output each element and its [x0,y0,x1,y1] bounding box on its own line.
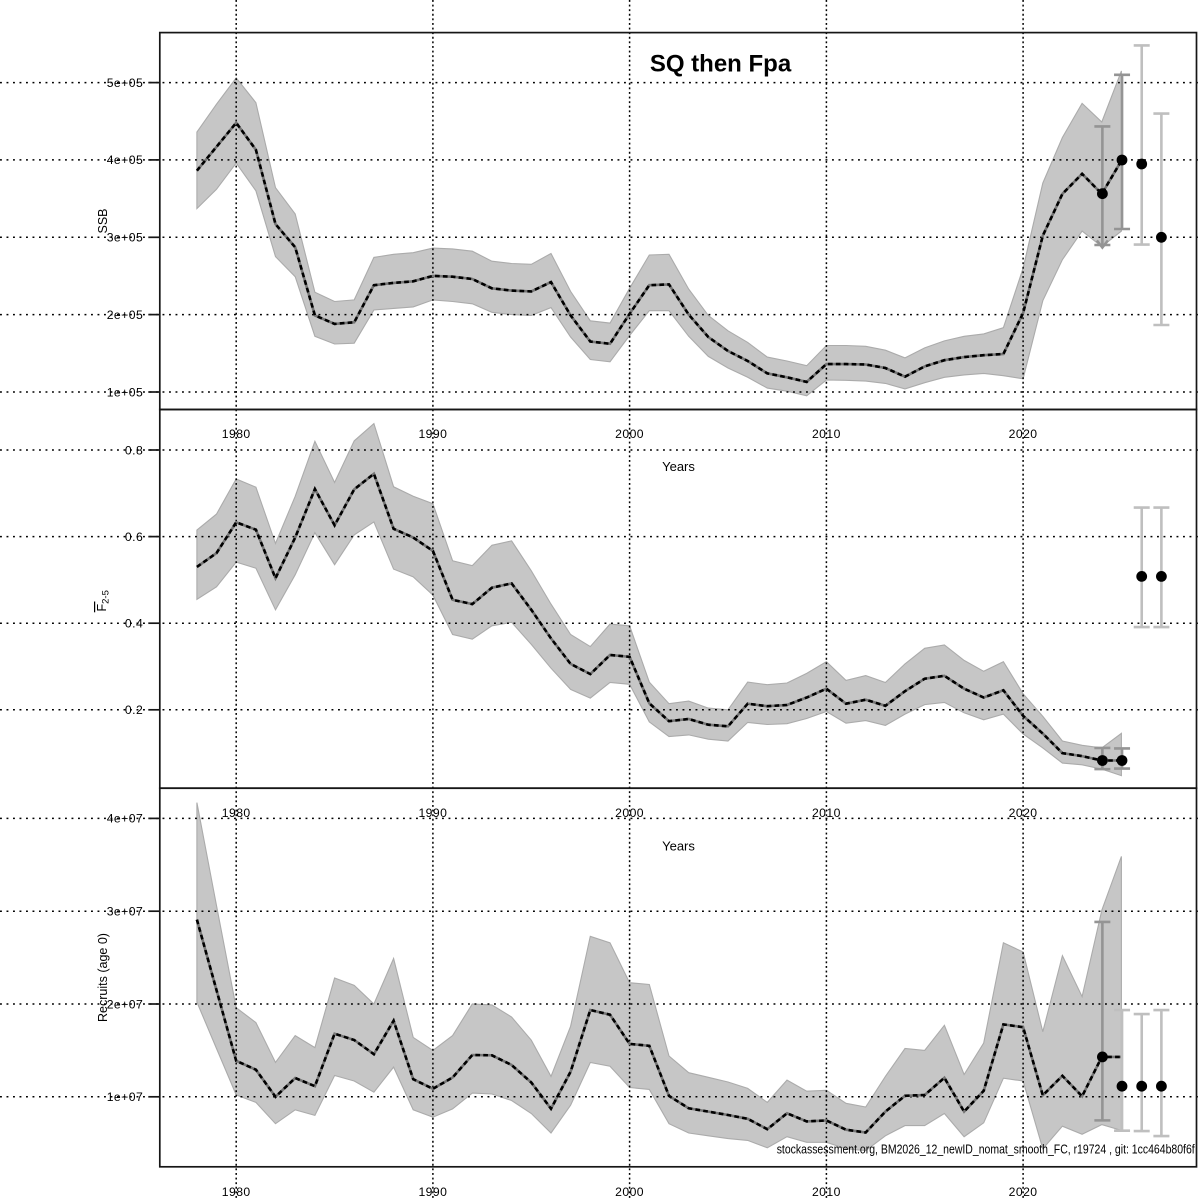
svg-text:2020: 2020 [1009,1185,1038,1199]
svg-text:Years: Years [662,459,695,474]
svg-text:2010: 2010 [812,427,841,441]
svg-text:1e+05: 1e+05 [107,385,143,399]
svg-text:3e+07: 3e+07 [107,905,143,919]
svg-text:Years: Years [662,838,695,853]
svg-text:5e+05: 5e+05 [107,76,143,90]
svg-text:2000: 2000 [615,427,644,441]
svg-text:1990: 1990 [418,806,447,820]
svg-text:2020: 2020 [1009,806,1038,820]
svg-text:1980: 1980 [222,806,251,820]
svg-text:1990: 1990 [418,1185,447,1199]
svg-text:0.2: 0.2 [125,703,143,717]
svg-text:SQ then Fpa: SQ then Fpa [650,51,792,78]
svg-text:3e+05: 3e+05 [107,231,143,245]
svg-text:0.4: 0.4 [125,617,143,631]
svg-text:2010: 2010 [812,1185,841,1199]
svg-text:4e+05: 4e+05 [107,153,143,167]
svg-text:0.8: 0.8 [125,443,143,457]
svg-text:1980: 1980 [222,427,251,441]
svg-text:2000: 2000 [615,1185,644,1199]
svg-text:stockassessment.org, BM2026_12: stockassessment.org, BM2026_12_newID_nom… [777,1142,1195,1157]
svg-text:4e+07: 4e+07 [107,812,143,826]
svg-text:1e+07: 1e+07 [107,1090,143,1104]
svg-text:1980: 1980 [222,1185,251,1199]
svg-text:2e+07: 2e+07 [107,997,143,1011]
svg-text:1990: 1990 [418,427,447,441]
svg-text:2000: 2000 [615,806,644,820]
svg-text:0.6: 0.6 [125,530,143,544]
svg-text:2e+05: 2e+05 [107,308,143,322]
svg-text:2020: 2020 [1009,427,1038,441]
svg-text:SSB: SSB [96,208,110,233]
svg-text:2010: 2010 [812,806,841,820]
svg-text:Recruits (age 0): Recruits (age 0) [96,933,110,1022]
